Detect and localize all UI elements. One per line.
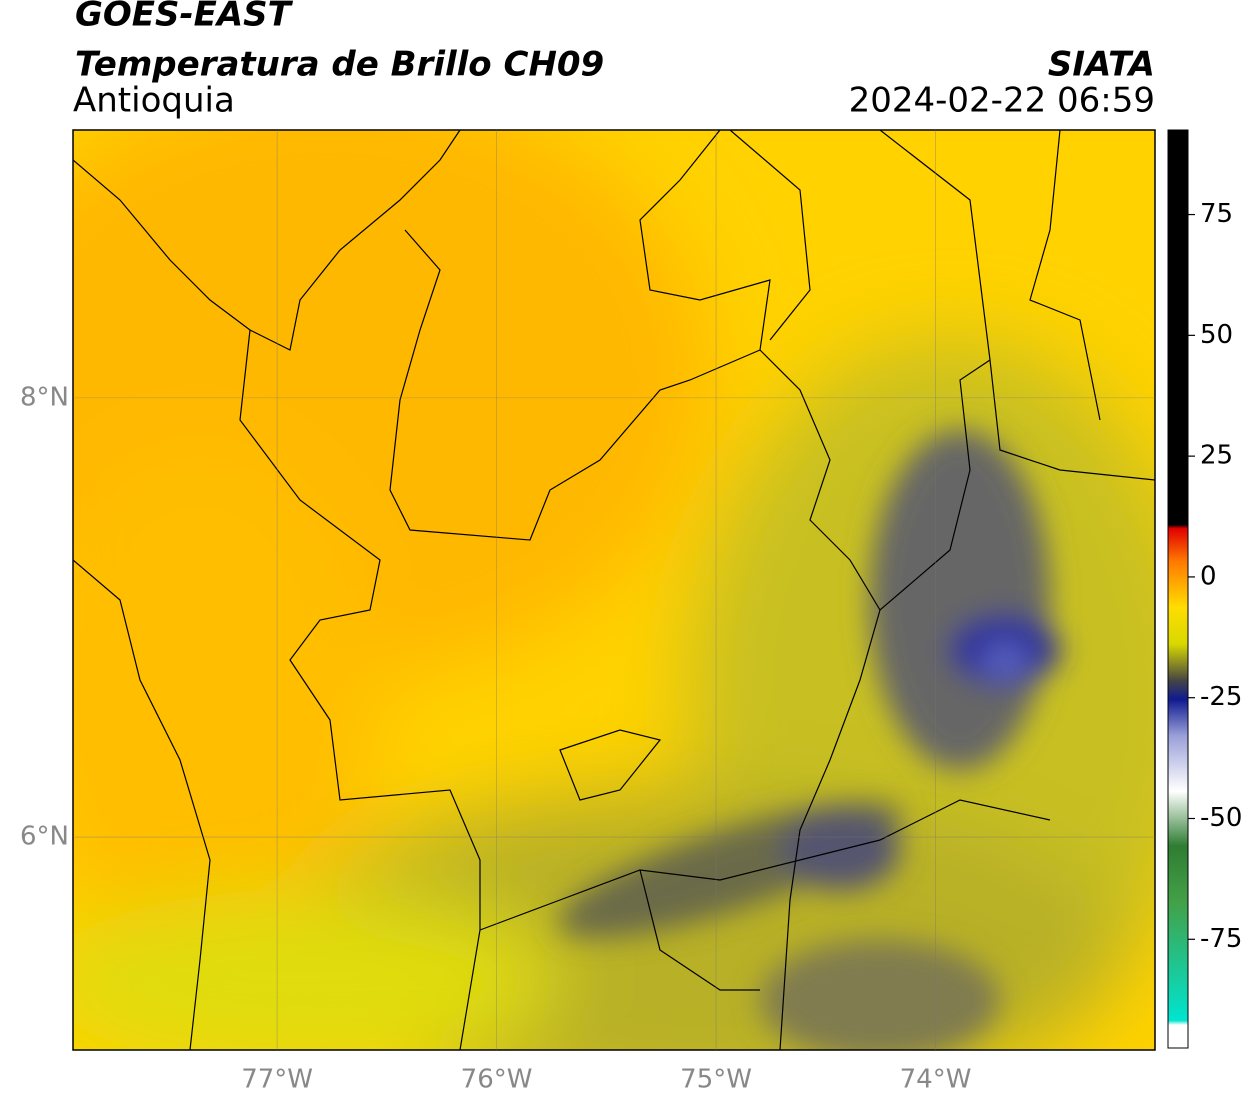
colorbar-tick-label: -50 — [1200, 803, 1242, 833]
region: Antioquia — [73, 81, 235, 121]
colorbar — [1167, 129, 1189, 1049]
colorbar-tick-label: 50 — [1200, 320, 1233, 350]
x-tick-label: 75°W — [680, 1065, 752, 1095]
colorbar-tick-label: 25 — [1200, 441, 1233, 471]
x-tick-label: 76°W — [461, 1065, 533, 1095]
y-tick-label: 6°N — [20, 822, 69, 852]
colorbar-tick-label: -25 — [1200, 682, 1242, 712]
map-field — [73, 130, 1155, 1050]
colorbar-tick-label: -75 — [1200, 924, 1242, 954]
map-frame — [72, 129, 1156, 1051]
timestamp: 2024-02-22 06:59 — [849, 81, 1155, 121]
colorbar-tick-label: 0 — [1200, 561, 1217, 591]
y-tick-label: 8°N — [20, 382, 69, 412]
agency: SIATA — [1048, 45, 1155, 85]
source: GOES-EAST — [75, 0, 294, 35]
product: Temperatura de Brillo CH09 — [75, 45, 604, 85]
x-tick-label: 74°W — [900, 1065, 972, 1095]
x-tick-label: 77°W — [241, 1065, 313, 1095]
colorbar-tick-label: 75 — [1200, 199, 1233, 229]
